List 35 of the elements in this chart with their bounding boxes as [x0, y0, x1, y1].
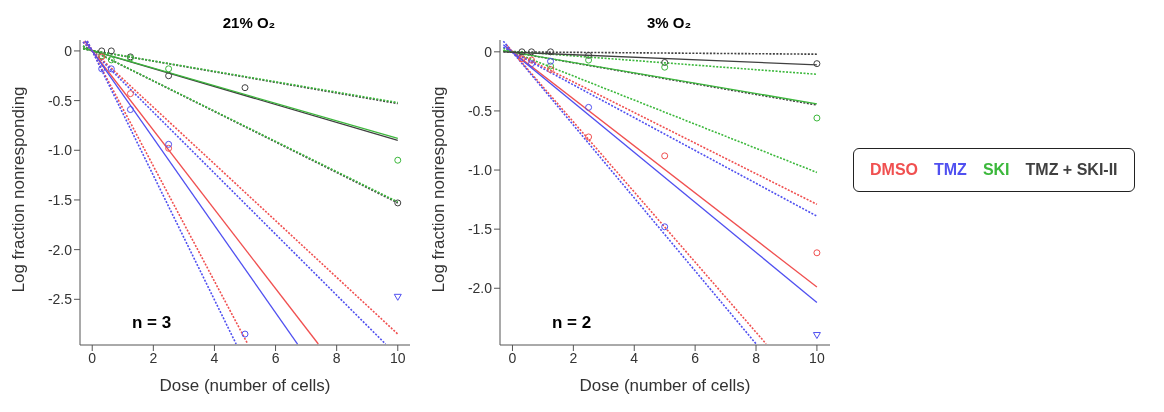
y-axis-title: Log fraction nonresponding	[429, 86, 449, 293]
chart-title: 3% O₂	[645, 14, 693, 31]
annotation: n = 3	[132, 313, 172, 333]
x-tick-label: 2	[149, 349, 158, 366]
text: TMZ + SKI-II	[1025, 161, 1118, 179]
y-tick-label: -2.0	[47, 241, 73, 258]
y-tick-label: 0	[484, 43, 493, 60]
y-tick-label: -2.5	[47, 291, 73, 308]
x-axis-title: Dose (number of cells)	[159, 376, 331, 395]
x-tick-label: 0	[508, 349, 517, 366]
x-axis-title: Dose (number of cells)	[579, 376, 751, 395]
x-tick-label: 4	[630, 349, 639, 366]
x-tick-label: 6	[691, 349, 700, 366]
text: TMZ	[934, 161, 967, 179]
x-tick-label: 10	[389, 349, 406, 366]
y-tick-label: -1.5	[467, 221, 493, 238]
x-tick-label: 2	[569, 349, 578, 366]
y-tick-label: -1.0	[467, 162, 493, 179]
y-axis-title: Log fraction nonresponding	[9, 86, 29, 293]
x-tick-label: 6	[271, 349, 280, 366]
chart-title: 21% O₂	[221, 14, 277, 31]
y-tick-label: -1.0	[47, 142, 73, 159]
y-tick-label: -0.5	[47, 92, 73, 109]
y-tick-label: -1.5	[47, 191, 73, 208]
y-tick-label: -2.0	[467, 280, 493, 297]
annotation: n = 2	[552, 313, 592, 333]
x-tick-label: 10	[809, 349, 825, 366]
y-tick-label: -0.5	[467, 102, 493, 119]
x-tick-label: 8	[332, 349, 341, 366]
x-tick-label: 0	[88, 349, 97, 366]
text: DMSO	[870, 161, 918, 179]
text: SKI	[982, 161, 1010, 179]
x-tick-label: 8	[752, 349, 761, 366]
y-tick-label: 0	[64, 42, 73, 59]
x-tick-label: 4	[210, 349, 219, 366]
